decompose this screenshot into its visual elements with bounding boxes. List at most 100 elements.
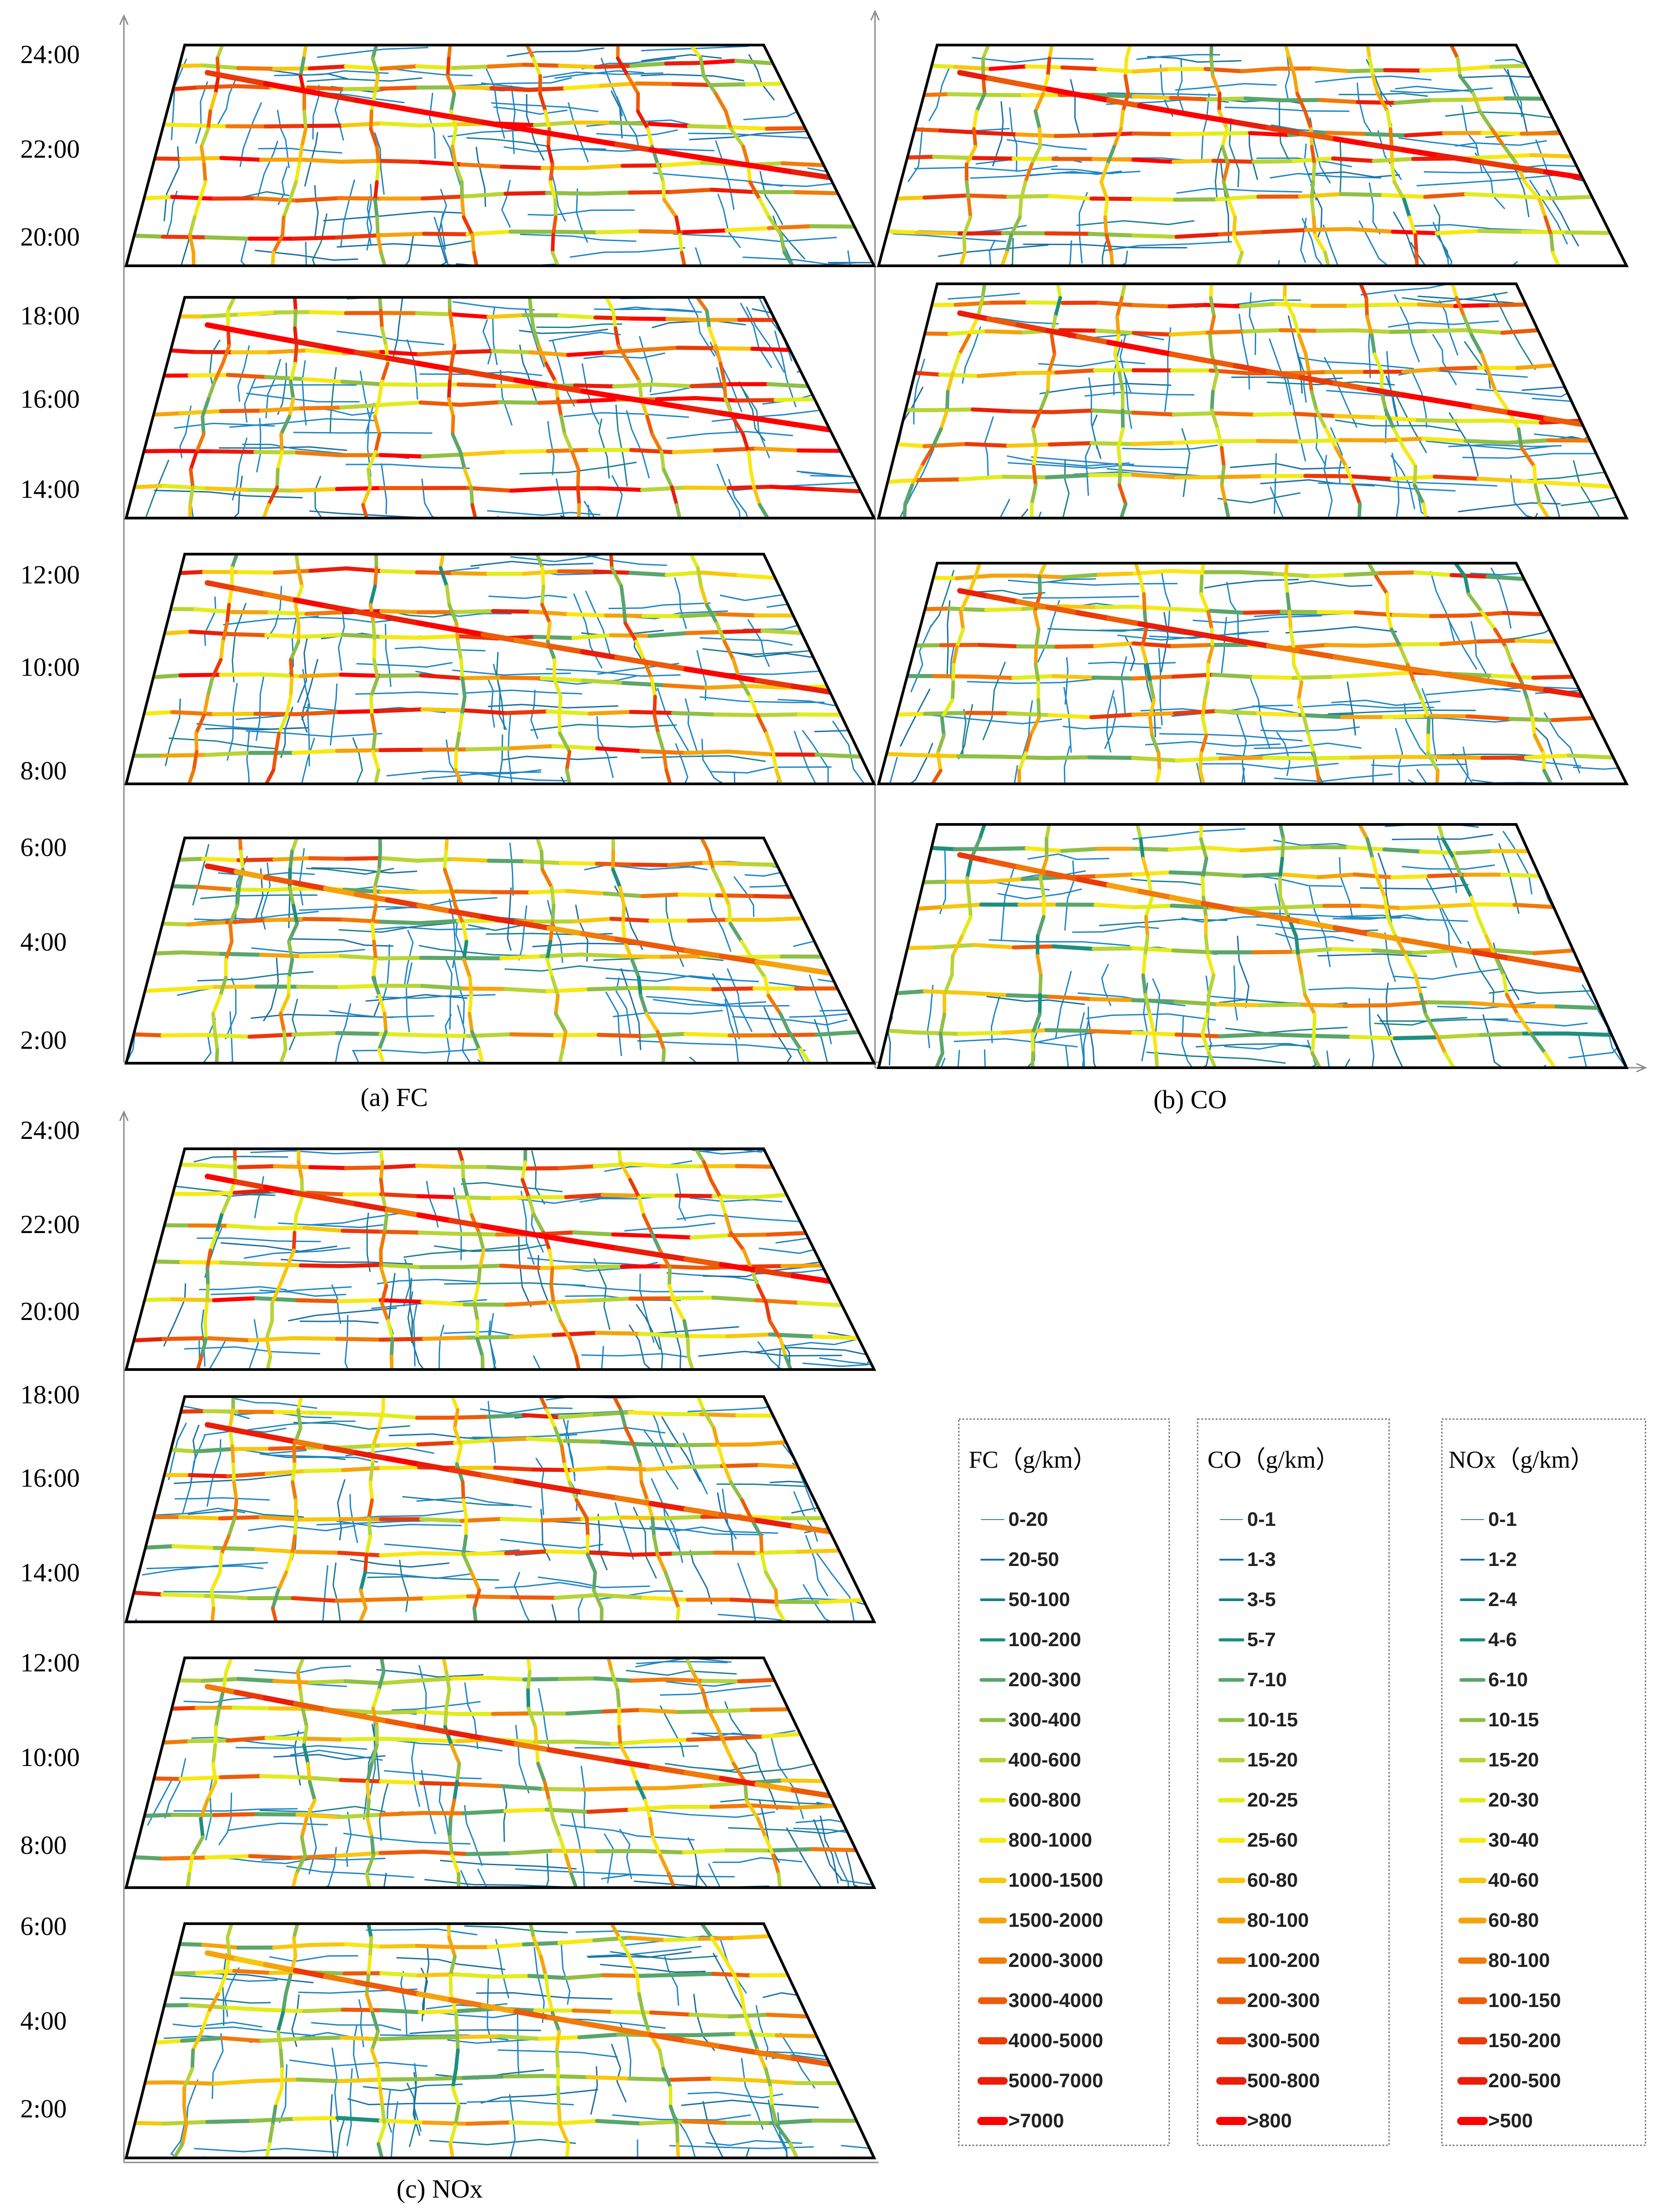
minor-street: [174, 423, 275, 429]
major-road-segment: [420, 983, 466, 991]
major-road-segment: [1404, 131, 1446, 138]
major-road-segment: [454, 2048, 460, 2071]
major-road-segment: [455, 1761, 461, 1784]
major-road-segment: [415, 857, 455, 863]
minor-street: [396, 1957, 506, 1971]
major-road-segment: [900, 643, 943, 648]
major-road-segment: [629, 61, 669, 68]
major-road-segment: [490, 1974, 532, 1979]
major-road-segment: [1564, 230, 1613, 235]
major-road-segment: [166, 1941, 205, 1947]
major-road-segment: [1210, 408, 1220, 431]
major-road-segment: [1364, 132, 1408, 138]
major-road-segment: [1047, 352, 1057, 375]
major-road-segment: [915, 477, 962, 482]
major-road-segment: [1392, 427, 1406, 450]
minor-street: [363, 2084, 463, 2092]
minor-street: [687, 1406, 769, 1412]
major-road-segment: [453, 162, 464, 184]
major-road-segment: [780, 1778, 825, 1784]
major-road-segment: [422, 1594, 470, 1601]
major-road-segment: [185, 1872, 191, 1888]
major-road-segment: [499, 1263, 544, 1270]
major-road-segment: [696, 566, 703, 588]
major-road-segment: [533, 120, 575, 127]
major-road-segment: [1207, 973, 1216, 997]
major-road-segment: [248, 487, 296, 493]
minor-street: [254, 1665, 351, 1674]
main-artery-segment: [416, 1724, 454, 1735]
major-road-segment: [1141, 856, 1150, 880]
minor-street: [695, 247, 708, 266]
minor-street: [141, 1562, 268, 1576]
minor-street: [1425, 440, 1556, 451]
minor-street: [814, 1019, 832, 1063]
minor-street: [220, 1242, 337, 1252]
minor-street: [1393, 968, 1501, 980]
major-road-segment: [1261, 228, 1308, 234]
minor-street: [518, 905, 528, 961]
main-artery-segment: [580, 1240, 620, 1251]
major-road-segment: [1039, 876, 1046, 899]
major-road-segment: [551, 904, 556, 925]
major-road-segment: [227, 1516, 237, 1538]
minor-street: [423, 1947, 430, 2016]
major-road-segment: [201, 1677, 241, 1683]
minor-street: [770, 1738, 804, 1819]
major-road-segment: [682, 1464, 724, 1469]
major-road-segment: [1025, 64, 1065, 70]
legend-item: 0-20: [981, 1508, 1048, 1530]
major-road-segment: [1131, 711, 1177, 717]
minor-street: [1008, 765, 1018, 784]
major-road-segment: [226, 1224, 268, 1230]
major-road-segment: [1443, 1051, 1458, 1068]
layer-frame: [124, 1657, 876, 1889]
major-road-segment: [709, 1178, 722, 1199]
main-artery-segment: [205, 1950, 239, 1962]
major-road-segment: [232, 84, 273, 90]
major-road-segment: [287, 958, 294, 979]
main-artery-segment: [1299, 375, 1338, 386]
minor-street: [1062, 459, 1070, 518]
legend-item: 1500-2000: [978, 1909, 1103, 1931]
major-road-segment: [774, 1588, 779, 1610]
minor-street: [1458, 502, 1561, 513]
major-road-segment: [305, 1191, 347, 1197]
major-road-segment: [638, 1849, 686, 1855]
major-road-segment: [695, 2032, 739, 2037]
major-road-segment: [371, 731, 377, 754]
major-road-segment: [211, 449, 258, 454]
legend-item-label: 4-6: [1488, 1629, 1517, 1651]
major-road-segment: [383, 1213, 389, 1235]
major-road-segment: [1112, 127, 1123, 149]
minor-street: [1159, 733, 1303, 742]
minor-street: [1430, 571, 1456, 646]
major-road-segment: [1310, 180, 1315, 201]
major-road-segment: [955, 628, 965, 649]
major-road-segment: [1173, 999, 1220, 1007]
major-road-segment: [204, 1033, 252, 1039]
major-road-segment: [438, 554, 446, 570]
major-road-segment: [379, 1160, 384, 1182]
minor-street: [366, 196, 372, 250]
major-road-segment: [669, 986, 716, 992]
major-road-segment: [213, 1725, 218, 1747]
major-road-segment: [236, 66, 276, 71]
main-artery-segment: [513, 377, 552, 388]
minor-street: [946, 600, 951, 675]
panel-a-time-layer: [124, 296, 876, 519]
minor-street: [537, 1255, 553, 1312]
major-road-segment: [768, 1847, 815, 1853]
layer-frame: [124, 296, 876, 519]
major-road-segment: [1117, 446, 1122, 469]
major-road-segment: [444, 1688, 451, 1711]
major-road-segment: [462, 215, 474, 237]
minor-street: [520, 233, 637, 242]
major-road-segment: [740, 954, 784, 960]
major-road-segment: [940, 902, 984, 909]
major-road-segment: [1025, 300, 1065, 305]
major-road-segment: [645, 1465, 687, 1472]
minor-street: [1416, 769, 1428, 784]
major-road-segment: [149, 122, 191, 127]
major-road-segment: [452, 85, 494, 90]
